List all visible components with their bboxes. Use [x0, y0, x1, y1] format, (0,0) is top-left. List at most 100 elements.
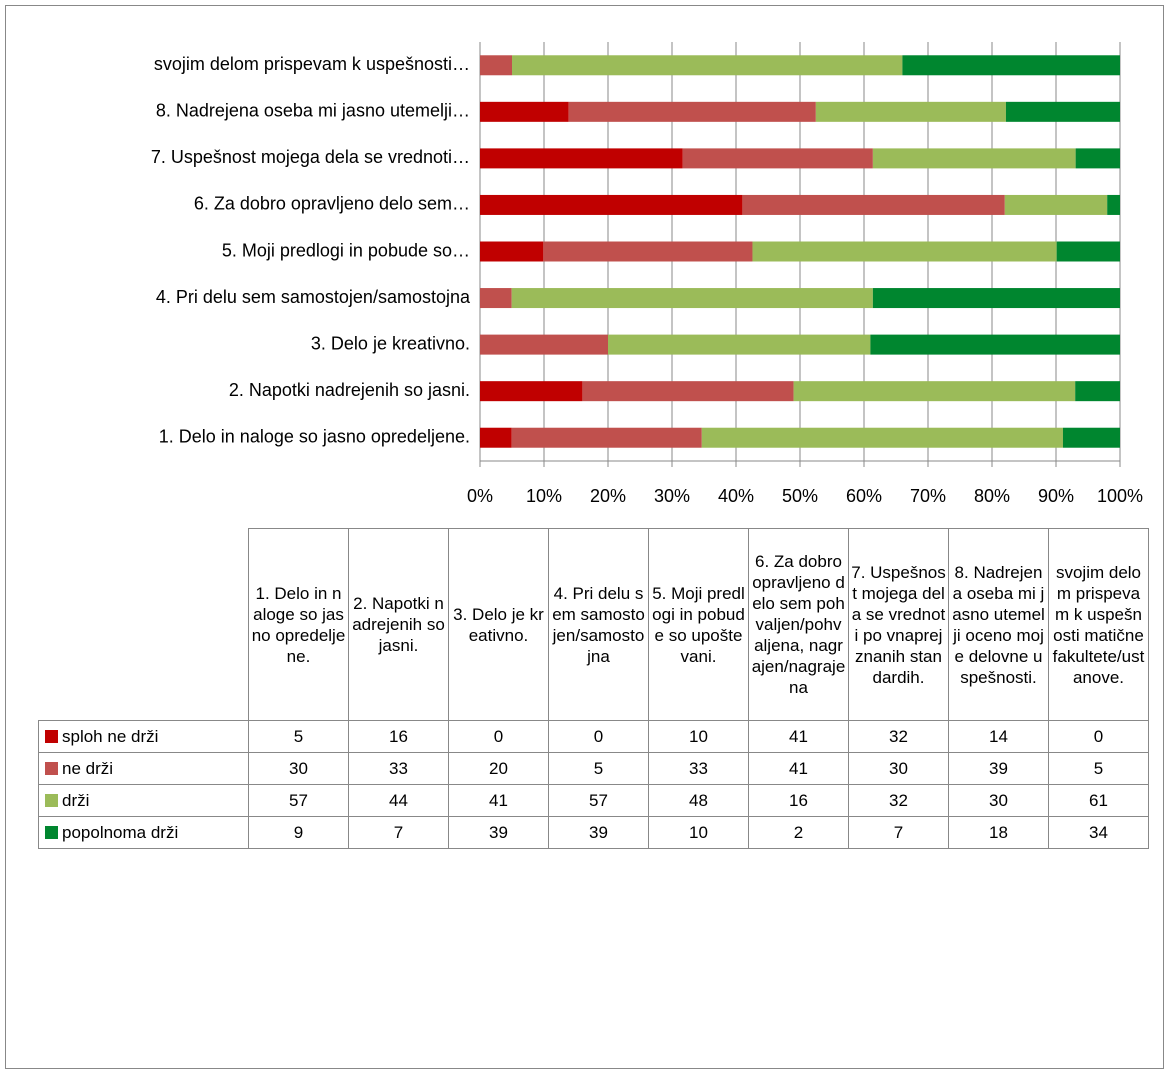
- x-tick-label: 70%: [910, 486, 946, 506]
- x-tick-label: 30%: [654, 486, 690, 506]
- table-header: 6. Za dobro opravljeno delo sem pohvalje…: [748, 528, 849, 721]
- table-cell: 30: [948, 784, 1049, 817]
- legend-key: [45, 794, 58, 807]
- table-cell: 57: [248, 784, 349, 817]
- y-tick-label: 2. Napotki nadrejenih so jasni.: [229, 380, 470, 400]
- table-cell: 7: [848, 816, 949, 849]
- legend-key: [45, 826, 58, 839]
- table-header: 3. Delo je kreativno.: [448, 528, 549, 721]
- table-cell: 0: [548, 720, 649, 753]
- x-tick-label: 100%: [1097, 486, 1143, 506]
- table-cell: 14: [948, 720, 1049, 753]
- table-header: 5. Moji predlogi in pobude so upoštevani…: [648, 528, 749, 721]
- legend-entry: drži: [38, 784, 249, 817]
- table-cell: 0: [1048, 720, 1149, 753]
- table-cell: 7: [348, 816, 449, 849]
- bar-segment: [480, 55, 512, 76]
- table-header: svojim delom prispevam k uspešnosti mati…: [1048, 528, 1149, 721]
- x-tick-label: 80%: [974, 486, 1010, 506]
- bar-segment: [480, 148, 683, 169]
- table-cell: 41: [448, 784, 549, 817]
- y-tick-label: 1. Delo in naloge so jasno opredeljene.: [159, 426, 470, 446]
- table-cell: 57: [548, 784, 649, 817]
- table-cell: 2: [748, 816, 849, 849]
- bar-segment: [1005, 101, 1120, 122]
- table-cell: 39: [448, 816, 549, 849]
- table-cell: 33: [348, 752, 449, 785]
- x-tick-label: 40%: [718, 486, 754, 506]
- bar-segment: [682, 148, 873, 169]
- bar-segment: [480, 381, 583, 402]
- y-tick-label: 8. Nadrejena oseba mi jasno utemelji…: [156, 101, 470, 121]
- y-tick-label: svojim delom prispevam k uspešnosti…: [154, 54, 470, 74]
- table-cell: 44: [348, 784, 449, 817]
- bar-segment: [870, 334, 1120, 355]
- legend-label: sploh ne drži: [62, 727, 159, 746]
- table-header: 1. Delo in naloge so jasno opredeljene.: [248, 528, 349, 721]
- x-tick-label: 90%: [1038, 486, 1074, 506]
- legend-label: drži: [62, 791, 90, 810]
- bar-segment: [752, 241, 1057, 262]
- frame: [5, 5, 1164, 1069]
- table-cell: 41: [748, 752, 849, 785]
- table-cell: 33: [648, 752, 749, 785]
- table-cell: 5: [548, 752, 649, 785]
- bar-segment: [872, 148, 1076, 169]
- table-cell: 61: [1048, 784, 1149, 817]
- table-cell: 9: [248, 816, 349, 849]
- table-cell: 0: [448, 720, 549, 753]
- table-cell: 16: [748, 784, 849, 817]
- bar-segment: [815, 101, 1006, 122]
- table-cell: 30: [848, 752, 949, 785]
- y-tick-label: 3. Delo je kreativno.: [311, 333, 470, 353]
- legend-label: ne drži: [62, 759, 114, 778]
- bar-segment: [512, 55, 903, 76]
- table-cell: 16: [348, 720, 449, 753]
- table-cell: 5: [1048, 752, 1149, 785]
- bar-segment: [480, 427, 512, 448]
- bar-segment: [1107, 194, 1120, 215]
- bar-segment: [568, 101, 816, 122]
- bar-segment: [701, 427, 1063, 448]
- table-cell: 32: [848, 784, 949, 817]
- table-cell: 41: [748, 720, 849, 753]
- bar-segment: [872, 288, 1120, 309]
- table-header: 2. Napotki nadrejenih so jasni.: [348, 528, 449, 721]
- legend-entry: ne drži: [38, 752, 249, 785]
- bar-segment: [608, 334, 871, 355]
- legend-entry: popolnoma drži: [38, 816, 249, 849]
- bar-segment: [793, 381, 1076, 402]
- table-cell: 10: [648, 816, 749, 849]
- bar-segment: [1062, 427, 1120, 448]
- legend-key: [45, 762, 58, 775]
- y-tick-label: 5. Moji predlogi in pobude so…: [222, 240, 470, 260]
- table-cell: 48: [648, 784, 749, 817]
- x-tick-label: 0%: [467, 486, 493, 506]
- bar-segment: [1004, 194, 1108, 215]
- bar-segment: [543, 241, 753, 262]
- table-cell: 20: [448, 752, 549, 785]
- table-cell: 39: [548, 816, 649, 849]
- x-tick-label: 20%: [590, 486, 626, 506]
- table-cell: 34: [1048, 816, 1149, 849]
- bar-segment: [582, 381, 794, 402]
- bar-segment: [902, 55, 1120, 76]
- bar-segment: [1075, 148, 1120, 169]
- bar-segment: [511, 288, 873, 309]
- bar-segment: [480, 194, 743, 215]
- bar-segment: [480, 241, 544, 262]
- legend-label: popolnoma drži: [62, 823, 179, 842]
- bar-segment: [1056, 241, 1120, 262]
- bar-segment: [480, 288, 512, 309]
- x-tick-label: 50%: [782, 486, 818, 506]
- legend-key: [45, 730, 58, 743]
- table-cell: 30: [248, 752, 349, 785]
- table-cell: 10: [648, 720, 749, 753]
- bar-segment: [480, 101, 569, 122]
- y-tick-label: 6. Za dobro opravljeno delo sem…: [194, 194, 470, 214]
- x-tick-label: 60%: [846, 486, 882, 506]
- x-tick-label: 10%: [526, 486, 562, 506]
- bar-segment: [480, 334, 608, 355]
- bar-segment: [511, 427, 702, 448]
- table-cell: 5: [248, 720, 349, 753]
